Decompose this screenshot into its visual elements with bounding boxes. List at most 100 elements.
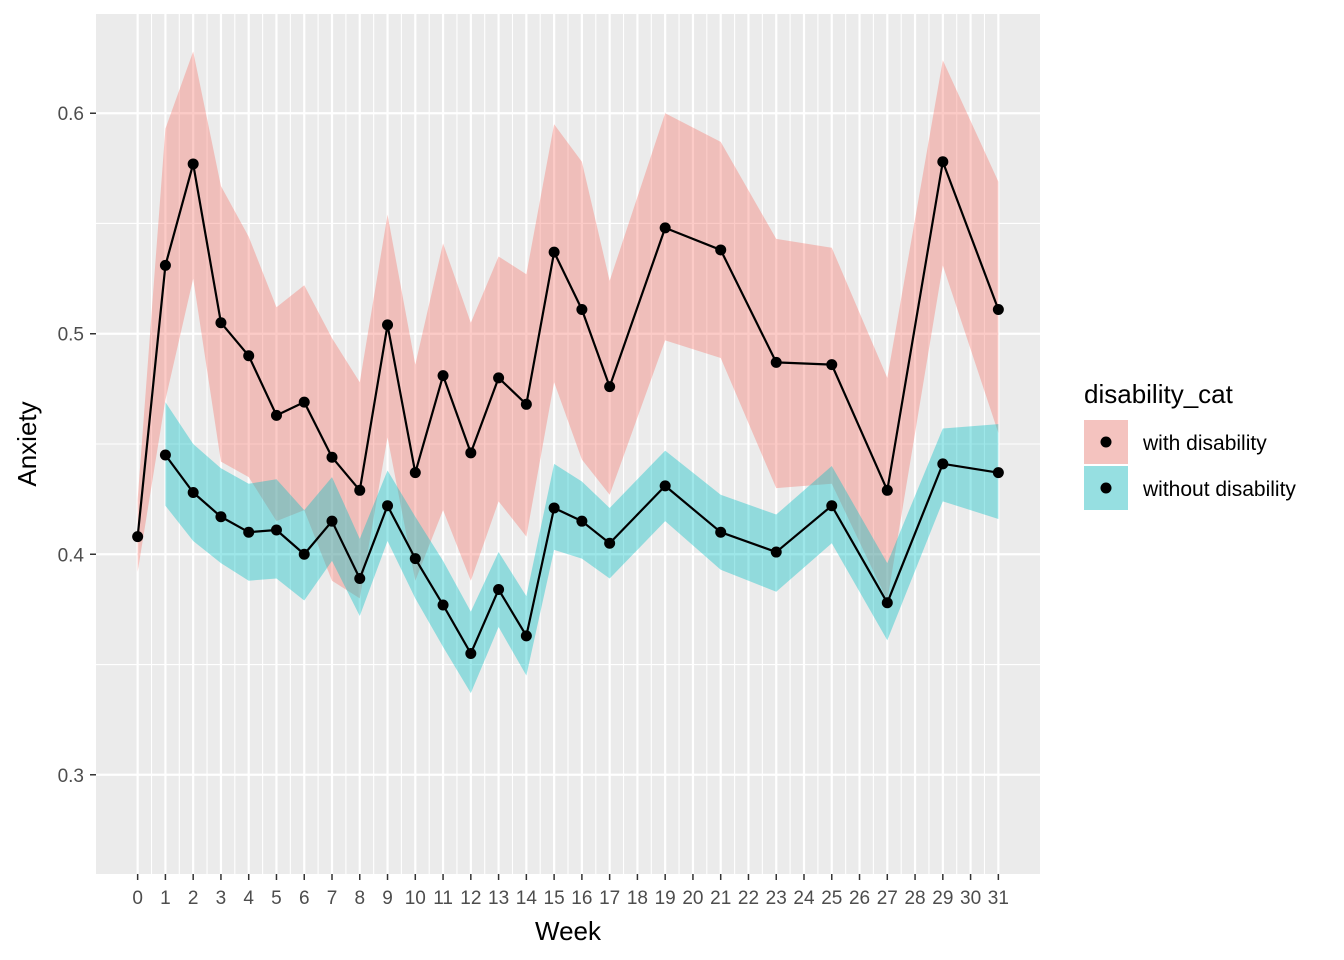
point-series-0: [298, 396, 310, 408]
x-tick-label: 30: [960, 888, 981, 909]
x-tick-label: 25: [821, 888, 842, 909]
ribbon-series-0: [137, 51, 999, 601]
ribbon-series-1: [165, 402, 999, 694]
point-series-0: [437, 370, 449, 382]
point-series-0: [715, 244, 727, 256]
x-tick-label: 11: [433, 888, 453, 909]
x-tick-label: 9: [382, 888, 393, 909]
point-series-0: [187, 158, 199, 170]
point-series-0: [548, 246, 560, 258]
point-series-0: [243, 350, 255, 362]
y-axis-title: Anxiety: [12, 401, 42, 486]
x-tick-label: 4: [243, 888, 254, 909]
point-series-0: [326, 451, 338, 463]
x-tick-label: 6: [299, 888, 310, 909]
y-axis: 0.3 0.4 0.5 0.6: [58, 104, 96, 787]
point-series-1: [270, 524, 282, 536]
point-series-1: [298, 548, 310, 560]
point-series-0: [576, 303, 588, 315]
point-series-1: [992, 467, 1004, 479]
legend-items: with disability without disability: [1084, 420, 1296, 510]
point-series-1: [409, 553, 421, 565]
legend-label: with disability: [1142, 432, 1267, 455]
x-tick-label: 19: [655, 888, 676, 909]
x-tick-label: 2: [188, 888, 199, 909]
x-tick-label: 24: [793, 888, 815, 909]
point-series-0: [493, 372, 505, 384]
point-series-1: [881, 597, 893, 609]
x-tick-label: 26: [849, 888, 870, 909]
ribbons: [137, 51, 999, 694]
y-tick-label: 0.4: [58, 545, 85, 566]
legend-title: disability_cat: [1084, 379, 1234, 409]
point-series-1: [576, 515, 588, 527]
x-tick-label: 1: [160, 888, 171, 909]
point-series-1: [326, 515, 338, 527]
point-series-0: [992, 303, 1004, 315]
point-series-1: [382, 500, 394, 512]
y-tick-label: 0.6: [58, 104, 84, 125]
point-series-1: [548, 502, 560, 514]
x-tick-label: 23: [766, 888, 787, 909]
point-series-0: [409, 467, 421, 479]
point-series-0: [937, 156, 949, 168]
point-series-1: [770, 546, 782, 558]
x-axis: 0 1 2 3 4 5 6 7 8 9 10 11 12 13 14 15 16 17 18 19 20 21 22 23 24…: [132, 874, 1009, 909]
point-series-0: [770, 356, 782, 368]
point-series-0: [354, 484, 366, 496]
point-series-1: [243, 526, 255, 538]
point-series-1: [715, 526, 727, 538]
point-series-1: [465, 647, 477, 659]
point-series-1: [659, 480, 671, 492]
point-series-0: [159, 259, 171, 271]
point-series-1: [187, 487, 199, 499]
point-series-0: [604, 381, 616, 393]
x-tick-label: 12: [460, 888, 481, 909]
point-series-0: [881, 484, 893, 496]
point-series-0: [826, 359, 838, 371]
x-tick-label: 29: [932, 888, 953, 909]
x-tick-label: 22: [738, 888, 759, 909]
x-tick-label: 27: [877, 888, 898, 909]
point-series-0: [270, 409, 282, 421]
x-tick-label: 21: [710, 888, 731, 909]
point-series-1: [354, 573, 366, 585]
point-series-1: [437, 599, 449, 611]
x-tick-label: 14: [516, 888, 538, 909]
point-series-0: [382, 319, 394, 331]
point-series-0: [659, 222, 671, 234]
x-tick-label: 13: [488, 888, 509, 909]
x-tick-label: 5: [271, 888, 282, 909]
x-tick-label: 16: [571, 888, 592, 909]
point-series-0: [132, 531, 144, 543]
point-series-1: [493, 584, 505, 596]
point-series-0: [215, 317, 227, 329]
point-series-1: [604, 537, 616, 549]
point-series-1: [159, 449, 171, 461]
point-series-0: [520, 398, 532, 410]
legend-key-point: [1100, 436, 1112, 448]
x-tick-label: 28: [904, 888, 925, 909]
legend-key-point: [1100, 482, 1112, 494]
grid-minor: [96, 14, 1040, 874]
x-tick-label: 8: [354, 888, 365, 909]
x-tick-label: 7: [327, 888, 338, 909]
point-series-0: [465, 447, 477, 459]
x-tick-label: 20: [682, 888, 703, 909]
series-points: [132, 156, 1004, 659]
legend-label: without disability: [1142, 478, 1296, 501]
legend: disability_cat with disability without di…: [1084, 379, 1296, 510]
x-tick-label: 10: [405, 888, 426, 909]
x-tick-label: 17: [599, 888, 620, 909]
y-tick-label: 0.3: [58, 766, 84, 787]
x-axis-title: Week: [535, 916, 602, 946]
y-tick-label: 0.5: [58, 325, 84, 346]
x-tick-label: 31: [988, 888, 1009, 909]
x-tick-label: 0: [132, 888, 143, 909]
point-series-1: [826, 500, 838, 512]
x-tick-label: 18: [627, 888, 648, 909]
point-series-1: [520, 630, 532, 642]
x-tick-label: 3: [216, 888, 227, 909]
point-series-1: [215, 511, 227, 523]
